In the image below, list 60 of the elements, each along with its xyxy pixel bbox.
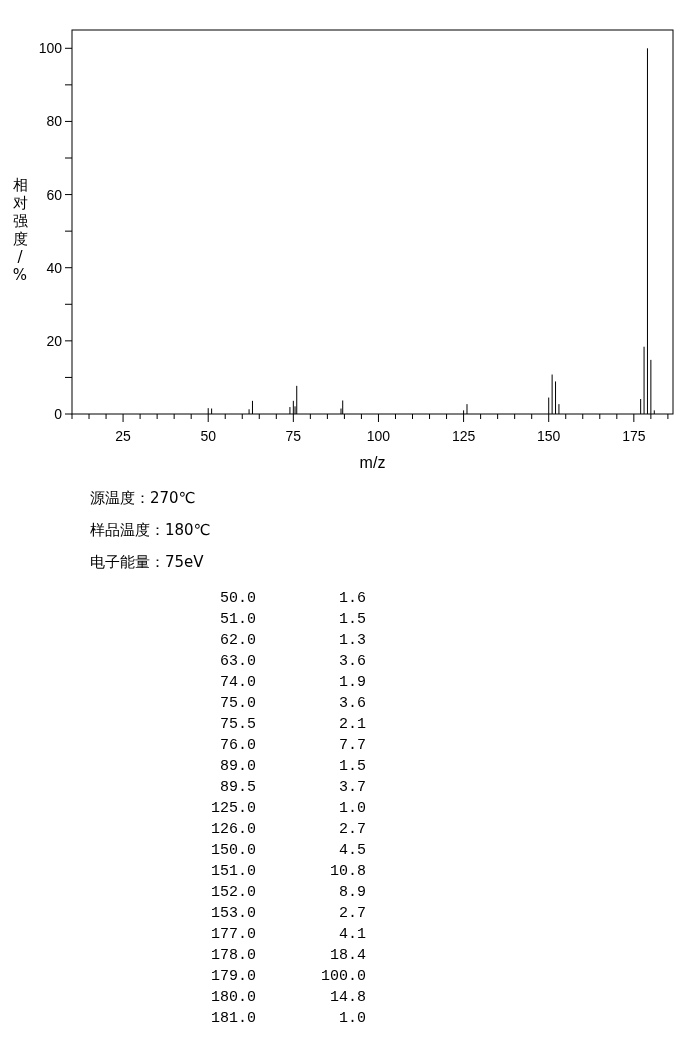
text: 126.0	[210, 821, 256, 838]
text: 151.0	[210, 863, 256, 880]
x-tick-label: 100	[366, 428, 391, 444]
text: 3.6	[338, 695, 366, 712]
text: 1.5	[338, 758, 366, 775]
text: 10.8	[329, 863, 366, 880]
text: 152.0	[210, 884, 256, 901]
text: 63.0	[219, 653, 256, 670]
text: 125.0	[210, 800, 256, 817]
text: 1.6	[338, 590, 366, 607]
text: 89.0	[219, 758, 256, 775]
text: 89.5	[219, 779, 256, 796]
text: 7.7	[338, 737, 366, 754]
x-tick-label: 125	[451, 428, 476, 444]
x-tick-label: 50	[200, 428, 217, 444]
text: 2.7	[338, 905, 366, 922]
text: 1.3	[338, 632, 366, 649]
text: 178.0	[210, 947, 256, 964]
text: 179.0	[210, 968, 256, 985]
text: 8.9	[338, 884, 366, 901]
x-tick-label: 75	[285, 428, 302, 444]
text: 75.0	[219, 695, 256, 712]
text: 3.7	[338, 779, 366, 796]
text: 1.0	[338, 1010, 366, 1027]
text: 1.0	[338, 800, 366, 817]
text: 样品温度：180℃	[90, 521, 211, 539]
text: 76.0	[219, 737, 256, 754]
text: 源温度：270℃	[90, 489, 196, 507]
text: 180.0	[210, 989, 256, 1006]
text: 74.0	[219, 674, 256, 691]
text: 62.0	[219, 632, 256, 649]
y-tick-label: 100	[38, 40, 63, 57]
text: 153.0	[210, 905, 256, 922]
text: 电子能量：75eV	[90, 553, 205, 571]
text: 50.0	[219, 590, 256, 607]
y-tick-label: 40	[46, 259, 63, 276]
text: 1.5	[338, 611, 366, 628]
text: 2.7	[338, 821, 366, 838]
x-tick-label: 150	[537, 428, 561, 444]
text: 18.4	[329, 947, 366, 964]
text: 2.1	[338, 716, 366, 733]
text: 14.8	[329, 989, 366, 1006]
text: 75.5	[219, 716, 256, 733]
y-axis-title: 相对强度/%	[12, 176, 28, 284]
text: 1.9	[338, 674, 366, 691]
y-tick-label: 80	[46, 113, 63, 130]
text: 51.0	[219, 611, 256, 628]
y-tick-label: 60	[46, 186, 63, 203]
text: 181.0	[210, 1010, 256, 1027]
x-axis-title: m/z	[359, 454, 386, 471]
x-tick-label: 25	[115, 428, 132, 444]
text: 150.0	[210, 842, 256, 859]
y-tick-label: 0	[54, 406, 63, 422]
text: 3.6	[338, 653, 366, 670]
text: 177.0	[210, 926, 256, 943]
text: 4.5	[338, 842, 366, 859]
text: 4.1	[338, 926, 366, 943]
y-tick-label: 20	[46, 332, 63, 349]
text: 100.0	[320, 968, 366, 985]
x-tick-label: 175	[622, 428, 646, 444]
